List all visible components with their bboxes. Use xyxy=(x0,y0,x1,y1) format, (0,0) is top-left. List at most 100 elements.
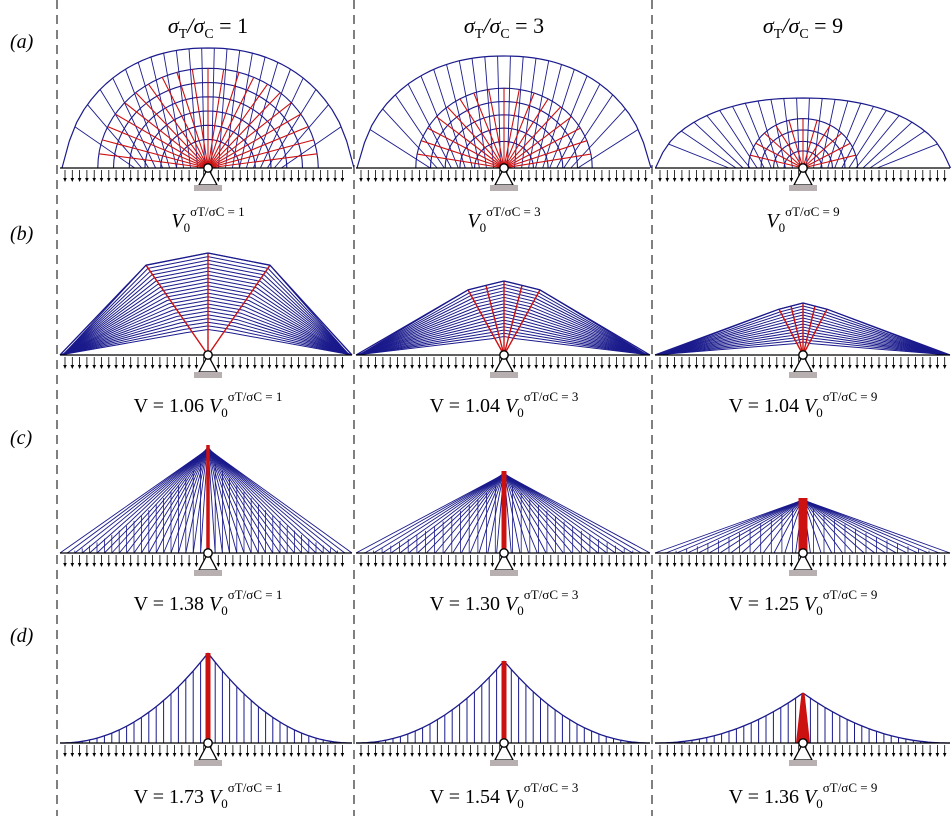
stay-cable xyxy=(802,499,929,554)
compression-ray xyxy=(207,69,225,169)
load-arrow-head xyxy=(921,178,925,182)
compression-rib xyxy=(145,264,209,356)
load-arrow-head xyxy=(340,365,345,369)
load-arrow-head xyxy=(410,753,414,757)
load-arrow-head xyxy=(77,178,82,182)
load-arrow-head xyxy=(848,365,852,369)
load-arrow-head xyxy=(304,563,308,567)
structure-d-1 xyxy=(60,652,352,766)
load-arrow-head xyxy=(107,365,111,369)
load-arrow-head xyxy=(446,753,451,757)
tension-tie xyxy=(394,94,445,169)
load-arrow-head xyxy=(716,753,721,757)
load-arrow-head xyxy=(782,178,786,182)
compression-rib xyxy=(485,285,505,356)
load-arrow-head xyxy=(158,178,162,182)
load-arrow-head xyxy=(570,753,575,757)
stay-cable xyxy=(487,471,505,554)
load-arrow-head xyxy=(432,365,436,369)
load-arrow-head xyxy=(216,365,221,369)
compression-ray xyxy=(417,153,505,169)
caption-c-3: V = 1.25 V0σT/σC = 9 xyxy=(729,587,878,618)
load-arrow-head xyxy=(388,365,392,369)
load-arrow-head xyxy=(570,563,575,567)
compression-ray xyxy=(802,124,831,169)
load-arrow-head xyxy=(942,365,947,369)
compression-ray xyxy=(802,154,856,169)
load-arrow-head xyxy=(318,365,323,369)
load-arrow-head xyxy=(585,178,590,182)
load-arrow-head xyxy=(877,563,881,567)
load-arrow-head xyxy=(92,178,96,182)
load-arrow-head xyxy=(702,753,706,757)
load-arrow-head xyxy=(607,365,611,369)
load-arrow-head xyxy=(180,178,184,182)
load-arrow-head xyxy=(636,753,641,757)
stay-cable xyxy=(478,471,505,554)
load-arrow-head xyxy=(150,753,155,757)
load-arrow-head xyxy=(709,178,713,182)
support-base xyxy=(789,185,817,191)
outer-hull xyxy=(355,280,651,356)
load-arrow-head xyxy=(848,753,852,757)
load-arrow-head xyxy=(549,753,553,757)
load-arrow-head xyxy=(223,753,228,757)
tension-tie xyxy=(744,103,772,169)
load-arrow-head xyxy=(658,178,662,182)
load-arrow-head xyxy=(767,178,772,182)
load-arrow-head xyxy=(121,178,126,182)
tension-tie xyxy=(542,69,575,169)
load-arrow-head xyxy=(556,753,560,757)
stay-cable xyxy=(503,473,625,554)
load-arrow-head xyxy=(432,178,436,182)
stay-cable xyxy=(762,498,804,554)
compression-rib xyxy=(802,305,816,356)
load-arrow-head xyxy=(260,178,264,182)
load-arrow-head xyxy=(70,753,75,757)
load-arrow-head xyxy=(304,753,308,757)
support-pin xyxy=(499,548,509,558)
compression-ray xyxy=(207,77,255,169)
load-arrow-head xyxy=(869,563,874,567)
load-arrow-head xyxy=(928,365,932,369)
load-arrow-head xyxy=(738,563,743,567)
outer-hull xyxy=(654,302,951,356)
load-arrow-head xyxy=(775,753,779,757)
stay-cable xyxy=(503,471,547,554)
load-arrow-head xyxy=(643,365,648,369)
load-arrow-head xyxy=(238,365,242,369)
compression-ray xyxy=(420,140,505,169)
stay-cable xyxy=(802,499,940,554)
load-arrow-head xyxy=(760,178,764,182)
load-arrow-head xyxy=(789,365,794,369)
stay-cable xyxy=(802,499,951,554)
tension-tie xyxy=(876,143,938,169)
load-arrow-head xyxy=(760,365,764,369)
compression-ray xyxy=(755,142,804,169)
load-arrow-head xyxy=(534,178,538,182)
load-arrow-head xyxy=(373,178,378,182)
load-arrow-head xyxy=(913,753,918,757)
load-arrow-head xyxy=(187,178,191,182)
tension-tie xyxy=(549,75,588,169)
load-arrow-head xyxy=(107,178,111,182)
caption-d-3: V = 1.36 V0σT/σC = 9 xyxy=(729,780,878,811)
load-arrow-head xyxy=(585,753,590,757)
load-arrow-head xyxy=(70,178,75,182)
load-arrow-head xyxy=(665,178,670,182)
load-arrow-head xyxy=(848,178,852,182)
support-base xyxy=(490,372,518,378)
column-header-3: σT/σC = 9 xyxy=(763,13,843,42)
tension-tie xyxy=(806,97,810,169)
stay-cable xyxy=(170,445,209,554)
stay-cable xyxy=(408,472,505,554)
stay-cable xyxy=(126,446,209,554)
load-arrow-head xyxy=(767,365,772,369)
load-arrow-head xyxy=(490,563,495,567)
stay-cable xyxy=(89,447,209,554)
load-arrow-head xyxy=(366,753,371,757)
load-arrow-head xyxy=(818,753,823,757)
load-arrow-head xyxy=(578,365,582,369)
load-arrow-head xyxy=(600,753,604,757)
load-arrow-head xyxy=(333,563,337,567)
